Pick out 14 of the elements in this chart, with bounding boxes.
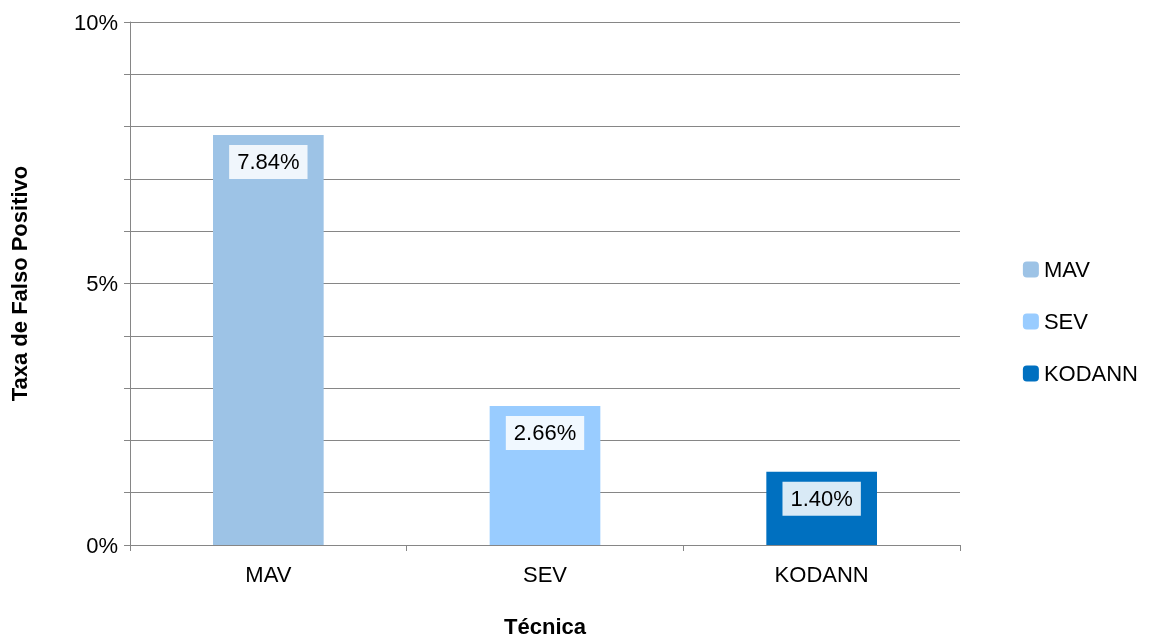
data-label: 7.84% (237, 149, 300, 175)
y-tick-label: 0% (86, 532, 118, 558)
x-tick-label: SEV (522, 561, 568, 587)
y-tick-label: 5% (86, 271, 118, 296)
x-tick-label: MAV (245, 561, 292, 587)
x-axis-title: Técnica (504, 613, 587, 639)
x-tick-label: KODANN (774, 561, 869, 587)
y-tick-label: 10% (73, 9, 118, 35)
legend-label: KODANN (1043, 361, 1138, 386)
y-axis-title: Taxa de Falso Positivo (6, 165, 32, 402)
legend-label: MAV (1043, 257, 1091, 282)
legend-label: SEV (1043, 309, 1089, 334)
data-label: 2.66% (513, 420, 577, 446)
data-label: 1.40% (790, 486, 853, 512)
